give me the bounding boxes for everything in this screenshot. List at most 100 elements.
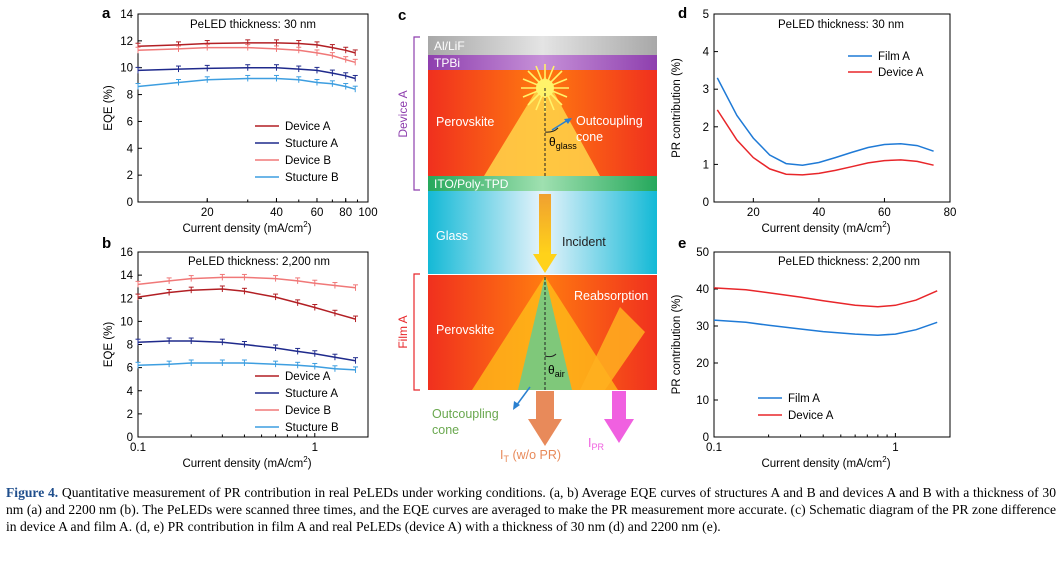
ito-polytpd-layer bbox=[428, 176, 657, 191]
x-axis-label-superscript: 2 bbox=[303, 220, 308, 229]
theta-air-label: θair bbox=[548, 363, 565, 379]
x-axis-label: Current density (mA/cm2) bbox=[182, 455, 311, 470]
x-tick-label: 20 bbox=[747, 207, 760, 219]
x-tick-label: 1 bbox=[892, 442, 898, 454]
x-axis-label-superscript: 2 bbox=[303, 455, 308, 464]
y-tick-label: 5 bbox=[703, 9, 709, 21]
tpbi-label: TPBi bbox=[434, 56, 460, 70]
outcoupling-arrow-bottom bbox=[515, 386, 531, 407]
chart-e: e PeLED thickness: 2,200 nm 0 10 20 30 40 50 0.1… bbox=[671, 235, 951, 470]
plot-frame bbox=[713, 251, 951, 438]
series-line-device-a bbox=[713, 287, 938, 308]
y-axis-label: PR contribution (%) bbox=[671, 294, 683, 394]
x-tick-label: 20 bbox=[201, 207, 214, 219]
legend-label: Stucture B bbox=[285, 422, 339, 434]
theta-glass-symbol: θ bbox=[549, 135, 556, 149]
y-axis-label: PR contribution (%) bbox=[671, 58, 683, 158]
panel-letter-d: d bbox=[678, 5, 687, 22]
series-line-device-b bbox=[137, 276, 356, 289]
series-line-stucture-a bbox=[137, 340, 356, 362]
x-tick-label: 80 bbox=[944, 207, 957, 219]
x-axis-label: Current density (mA/cm2) bbox=[761, 455, 890, 470]
x-axis-label: Current density (mA/cm2) bbox=[182, 220, 311, 235]
legend-label: Device A bbox=[285, 121, 331, 133]
it-arrow-shaft bbox=[536, 391, 554, 419]
ipr-arrowhead bbox=[604, 419, 634, 443]
x-axis-label-superscript: 2 bbox=[882, 220, 887, 229]
y-tick-label: 0 bbox=[127, 197, 133, 209]
y-tick-label: 0 bbox=[703, 197, 709, 209]
y-tick-label: 0 bbox=[127, 432, 133, 444]
series-line-device-a bbox=[137, 288, 356, 320]
outcoupling-bottom-label: Outcoupling bbox=[432, 407, 499, 421]
theta-glass-arc bbox=[544, 127, 559, 133]
x-tick-label: 0.1 bbox=[130, 442, 146, 454]
y-tick-label: 14 bbox=[120, 9, 133, 21]
series-line-device-b bbox=[137, 46, 356, 64]
y-tick-label: 4 bbox=[703, 47, 710, 59]
al-lif-label: Al/LiF bbox=[434, 39, 465, 53]
theta-glass-label: θglass bbox=[549, 135, 577, 151]
it-arrowhead bbox=[528, 419, 562, 446]
legend-label: Device A bbox=[285, 371, 331, 383]
cone-top-label: cone bbox=[576, 130, 603, 144]
perovskite-bottom-label: Perovskite bbox=[436, 323, 494, 337]
y-tick-label: 8 bbox=[127, 340, 133, 352]
chart-a: a PeLED thickness: 30 nm 0 2 4 6 8 10 12 14 20 40 60… bbox=[102, 5, 378, 235]
x-tick-label: 1 bbox=[312, 442, 318, 454]
series-line-stucture-b bbox=[137, 77, 356, 90]
y-axis-label: EQE (%) bbox=[103, 322, 115, 368]
al-lif-layer bbox=[428, 36, 657, 55]
y-tick-label: 10 bbox=[120, 316, 133, 328]
reabsorption-band bbox=[580, 307, 645, 390]
tpbi-layer bbox=[428, 55, 657, 70]
thickness-note: PeLED thickness: 30 nm bbox=[778, 19, 904, 31]
x-axis-label: Current density (mA/cm2) bbox=[761, 220, 890, 235]
ipr-subscript: PR bbox=[591, 442, 604, 452]
x-axis-label-superscript: 2 bbox=[882, 455, 887, 464]
ipr-label: IPR bbox=[588, 436, 604, 452]
y-tick-label: 16 bbox=[120, 247, 133, 259]
x-tick-label: 40 bbox=[270, 207, 283, 219]
x-axis-label-close: ) bbox=[887, 458, 891, 470]
x-axis-label-close: ) bbox=[887, 223, 891, 235]
panel-letter-c: c bbox=[398, 7, 406, 24]
reabsorption-label: Reabsorption bbox=[574, 289, 648, 303]
film-a-label: Film A bbox=[396, 315, 410, 348]
y-tick-label: 10 bbox=[120, 63, 133, 75]
outcoupling-cone-glass bbox=[484, 76, 600, 176]
thickness-note: PeLED thickness: 2,200 nm bbox=[188, 256, 330, 268]
y-tick-label: 2 bbox=[703, 122, 709, 134]
perovskite-top-label: Perovskite bbox=[436, 115, 494, 129]
y-tick-label: 8 bbox=[127, 90, 133, 102]
it-label: IT (w/o PR) bbox=[500, 448, 561, 464]
y-tick-label: 1 bbox=[703, 159, 709, 171]
figure-caption: Figure 4. Quantitative measurement of PR… bbox=[6, 484, 1056, 535]
y-tick-label: 14 bbox=[120, 270, 133, 282]
it-subscript: T bbox=[503, 454, 509, 464]
ito-polytpd-label: ITO/Poly-TPD bbox=[434, 177, 509, 191]
theta-air-arc bbox=[544, 353, 557, 358]
x-axis-label-close: ) bbox=[308, 458, 312, 470]
outcoupling-arrowhead-top bbox=[564, 118, 572, 124]
y-tick-label: 4 bbox=[127, 143, 134, 155]
panel-letter-a: a bbox=[102, 5, 111, 22]
legend-label: Stucture A bbox=[285, 138, 338, 150]
series-line-device-a bbox=[137, 42, 356, 54]
y-tick-label: 10 bbox=[696, 395, 709, 407]
y-tick-label: 2 bbox=[127, 170, 133, 182]
y-tick-label: 50 bbox=[696, 247, 709, 259]
incident-arrowhead bbox=[533, 254, 557, 273]
legend-label: Device B bbox=[285, 155, 331, 167]
theta-air-symbol: θ bbox=[548, 363, 555, 377]
legend-label: Device A bbox=[788, 410, 834, 422]
chart-d: d PeLED thickness: 30 nm 0 1 2 3 4 5 20 40 60 80 PR … bbox=[671, 5, 957, 235]
x-axis-label-close: ) bbox=[308, 223, 312, 235]
y-tick-label: 12 bbox=[120, 36, 133, 48]
film-a-bracket bbox=[413, 273, 420, 391]
thickness-note: PeLED thickness: 2,200 nm bbox=[778, 256, 920, 268]
x-tick-label: 40 bbox=[812, 207, 825, 219]
y-tick-label: 6 bbox=[127, 116, 133, 128]
y-tick-label: 12 bbox=[120, 293, 133, 305]
